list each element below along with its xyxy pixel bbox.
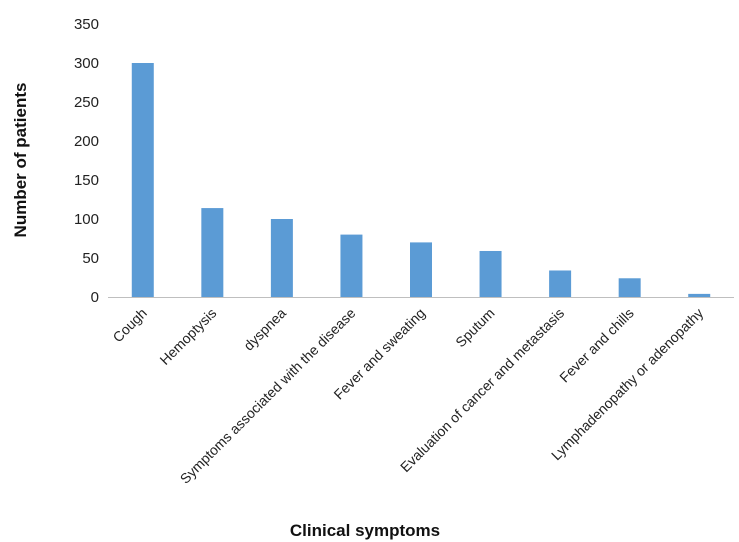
- x-axis-title: Clinical symptoms: [290, 521, 440, 540]
- y-axis-ticks: 0 50 100 150 200 250 300 350: [74, 16, 99, 306]
- y-tick-label: 0: [91, 289, 99, 306]
- y-tick-label: 100: [74, 211, 99, 228]
- bar: [410, 242, 432, 297]
- y-tick-label: 200: [74, 133, 99, 150]
- bar: [618, 278, 641, 297]
- y-tick-label: 150: [74, 172, 99, 189]
- y-tick-label: 50: [82, 250, 99, 267]
- x-category-label: Fever and chills: [556, 305, 637, 386]
- y-tick-label: 250: [74, 94, 99, 111]
- bar: [688, 293, 711, 297]
- bar: [131, 63, 154, 297]
- x-category-label: Lymphadenopathy or adenopathy: [548, 305, 706, 463]
- x-category-label: Hemoptysis: [156, 305, 219, 368]
- bar: [549, 270, 572, 297]
- bar: [340, 234, 363, 297]
- y-tick-label: 350: [74, 16, 99, 33]
- bar: [270, 219, 293, 297]
- bar: [479, 250, 502, 297]
- y-tick-label: 300: [74, 55, 99, 72]
- x-category-label: dyspnea: [240, 305, 289, 354]
- bars: [131, 63, 711, 297]
- bar: [201, 208, 224, 297]
- x-category-label: Cough: [109, 305, 149, 345]
- x-category-label: Sputum: [452, 305, 497, 350]
- y-axis-title: Number of patients: [11, 83, 30, 238]
